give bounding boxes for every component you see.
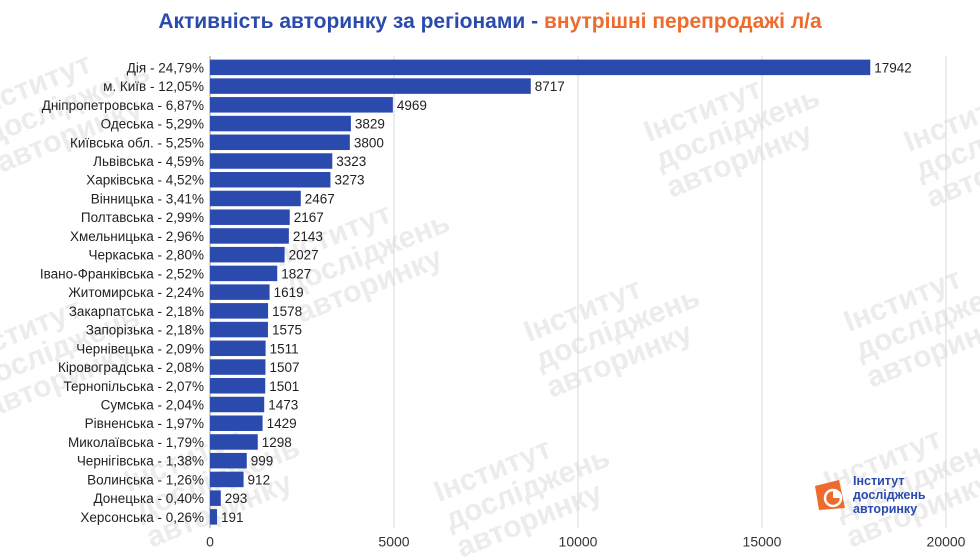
data-label: 3323 bbox=[336, 154, 366, 169]
data-label: 999 bbox=[251, 454, 274, 469]
data-label: 191 bbox=[221, 510, 244, 525]
bar bbox=[210, 78, 531, 94]
bar bbox=[210, 434, 258, 450]
bar bbox=[210, 134, 350, 151]
chart-title: Активність авторинку за регіонами - внут… bbox=[0, 10, 980, 34]
category-label: Чернігівська - 1,38% bbox=[77, 454, 204, 469]
x-tick-label: 10000 bbox=[559, 533, 598, 549]
chart-title-main: Активність авторинку за регіонами - bbox=[158, 10, 544, 33]
data-label: 1298 bbox=[262, 435, 292, 450]
bar bbox=[210, 321, 268, 338]
chart-title-accent: внутрішні перепродажі л/а bbox=[543, 10, 822, 33]
x-tick-label: 20000 bbox=[927, 533, 966, 549]
category-label: Харківська - 4,52% bbox=[86, 173, 204, 188]
bar bbox=[210, 97, 393, 113]
logo-line-2: досліджень bbox=[853, 488, 926, 502]
category-label: Хмельницька - 2,96% bbox=[70, 229, 204, 244]
category-label: Житомирська - 2,24% bbox=[68, 285, 204, 300]
data-label: 1578 bbox=[272, 304, 302, 319]
logo-mark-icon bbox=[815, 480, 845, 510]
category-label: Одеська - 5,29% bbox=[101, 117, 204, 132]
data-label: 3273 bbox=[334, 173, 364, 188]
data-label: 1619 bbox=[274, 285, 304, 300]
data-label: 3800 bbox=[354, 135, 384, 150]
bar bbox=[210, 153, 333, 169]
bar bbox=[210, 378, 266, 394]
logo-text: Інститут досліджень авторинку bbox=[853, 474, 926, 516]
category-label: м. Київ - 12,05% bbox=[103, 79, 204, 94]
x-tick-label: 5000 bbox=[378, 533, 409, 549]
bar bbox=[210, 396, 265, 413]
bar bbox=[210, 59, 871, 76]
bar bbox=[210, 509, 218, 525]
bar bbox=[210, 115, 351, 132]
bar bbox=[210, 415, 263, 431]
data-label: 1511 bbox=[270, 341, 299, 356]
bar bbox=[210, 228, 289, 244]
data-label: 2167 bbox=[294, 210, 324, 225]
bar bbox=[210, 265, 278, 282]
category-label: Закарпатська - 2,18% bbox=[69, 304, 204, 319]
category-label: Дніпропетровська - 6,87% bbox=[42, 98, 204, 113]
bar bbox=[210, 490, 221, 506]
bar bbox=[210, 303, 269, 319]
category-label: Кіровоградська - 2,08% bbox=[58, 360, 204, 375]
data-label: 1473 bbox=[268, 398, 298, 413]
bar bbox=[210, 190, 301, 207]
x-tick-label: 0 bbox=[206, 533, 214, 549]
data-label: 4969 bbox=[397, 98, 427, 113]
data-label: 1827 bbox=[281, 266, 311, 281]
category-label: Донецька - 0,40% bbox=[93, 491, 204, 506]
data-label: 912 bbox=[248, 472, 271, 487]
category-label: Сумська - 2,04% bbox=[101, 398, 204, 413]
category-label: Вінницька - 3,41% bbox=[91, 191, 204, 206]
data-label: 8717 bbox=[535, 79, 565, 94]
bar bbox=[210, 171, 331, 188]
category-label: Запорізька - 2,18% bbox=[86, 323, 204, 338]
logo-line-1: Інститут bbox=[853, 474, 905, 488]
category-label: Рівненська - 1,97% bbox=[85, 416, 204, 431]
category-label: Івано-Франківська - 2,52% bbox=[40, 266, 204, 281]
data-label: 293 bbox=[225, 491, 248, 506]
bar bbox=[210, 359, 266, 375]
data-label: 2143 bbox=[293, 229, 323, 244]
data-label: 17942 bbox=[874, 60, 912, 75]
category-label: Тернопільська - 2,07% bbox=[64, 379, 204, 394]
data-label: 2027 bbox=[289, 248, 319, 263]
data-label: 1575 bbox=[272, 323, 302, 338]
category-label: Волинська - 1,26% bbox=[87, 472, 204, 487]
category-label: Херсонська - 0,26% bbox=[80, 510, 204, 525]
category-label: Миколаївська - 1,79% bbox=[68, 435, 204, 450]
data-label: 3829 bbox=[355, 117, 385, 132]
data-label: 1507 bbox=[269, 360, 299, 375]
category-label: Дія - 24,79% bbox=[127, 60, 204, 75]
bar bbox=[210, 340, 266, 357]
data-label: 2467 bbox=[305, 191, 335, 206]
logo-line-3: авторинку bbox=[853, 502, 918, 516]
logo: Інститут досліджень авторинку bbox=[813, 474, 963, 518]
bar bbox=[210, 452, 247, 469]
category-label: Чернівецька - 2,09% bbox=[76, 341, 204, 356]
category-label: Львівська - 4,59% bbox=[93, 154, 204, 169]
bar bbox=[210, 471, 244, 488]
bar bbox=[210, 209, 290, 225]
bar bbox=[210, 284, 270, 300]
data-label: 1501 bbox=[269, 379, 299, 394]
category-label: Полтавська - 2,99% bbox=[81, 210, 204, 225]
bar bbox=[210, 246, 285, 263]
category-label: Київська обл. - 5,25% bbox=[70, 135, 204, 150]
x-tick-label: 15000 bbox=[743, 533, 782, 549]
data-label: 1429 bbox=[267, 416, 297, 431]
category-label: Черкаська - 2,80% bbox=[89, 248, 205, 263]
